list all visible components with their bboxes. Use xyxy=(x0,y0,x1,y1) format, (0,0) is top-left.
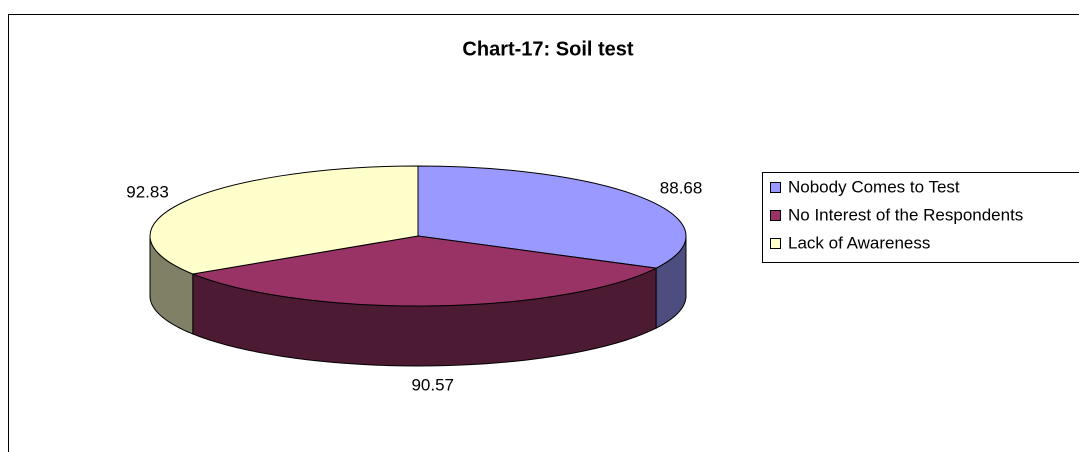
legend-label: Nobody Comes to Test xyxy=(788,177,960,196)
chart-title: Chart-17: Soil test xyxy=(462,38,633,60)
pie-slice xyxy=(149,165,419,275)
legend-swatch xyxy=(770,210,781,221)
pie-slice xyxy=(190,235,658,307)
data-label: 88.68 xyxy=(660,179,703,198)
legend-swatch xyxy=(770,182,781,193)
data-label: 92.83 xyxy=(126,182,169,201)
pie-slice xyxy=(417,165,687,269)
legend-label: No Interest of the Respondents xyxy=(788,205,1023,224)
legend-box xyxy=(762,172,1079,263)
pie-tops xyxy=(149,165,687,307)
legend-label: Lack of Awareness xyxy=(788,233,930,252)
legend-swatch xyxy=(770,238,781,249)
chart-border xyxy=(8,14,1079,452)
data-label: 90.57 xyxy=(411,375,454,394)
